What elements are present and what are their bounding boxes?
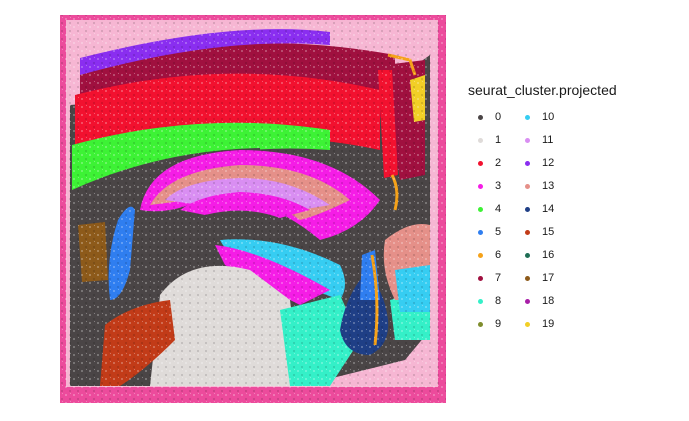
legend-label-9: 9	[495, 318, 502, 330]
legend-label-12: 12	[542, 157, 555, 169]
legend-marker-18	[525, 298, 530, 304]
legend-label-2: 2	[495, 157, 502, 169]
legend-label-8: 8	[495, 295, 502, 307]
legend-marker-10	[525, 114, 530, 120]
legend-label-13: 13	[542, 180, 555, 192]
legend-label-6: 6	[495, 249, 502, 261]
legend-marker-12	[525, 160, 530, 166]
legend-label-14: 14	[542, 203, 555, 215]
legend-item-15: 15	[525, 224, 554, 240]
legend-label-0: 0	[495, 111, 502, 123]
legend-marker-15	[525, 229, 530, 235]
legend-item-6: 6	[478, 247, 501, 263]
legend-label-5: 5	[495, 226, 502, 238]
legend-marker-3	[478, 183, 483, 189]
legend-item-9: 9	[478, 316, 501, 332]
legend-item-7: 7	[478, 270, 501, 286]
legend-label-4: 4	[495, 203, 502, 215]
legend-title: seurat_cluster.projected	[468, 82, 617, 98]
legend-label-18: 18	[542, 295, 555, 307]
legend-item-2: 2	[478, 155, 501, 171]
legend-item-17: 17	[525, 270, 554, 286]
legend-item-16: 16	[525, 247, 554, 263]
legend-marker-6	[478, 252, 483, 258]
legend-label-7: 7	[495, 272, 502, 284]
legend-item-11: 11	[525, 132, 553, 148]
legend-marker-11	[525, 137, 530, 143]
texture-overlay	[60, 15, 446, 403]
legend-marker-13	[525, 183, 530, 189]
legend-item-12: 12	[525, 155, 554, 171]
legend-item-13: 13	[525, 178, 554, 194]
legend-label-3: 3	[495, 180, 502, 192]
legend-label-17: 17	[542, 272, 555, 284]
legend-item-0: 0	[478, 109, 501, 125]
legend-label-11: 11	[542, 134, 554, 146]
legend-label-10: 10	[542, 111, 555, 123]
legend-label-15: 15	[542, 226, 555, 238]
legend-item-19: 19	[525, 316, 554, 332]
legend-item-3: 3	[478, 178, 501, 194]
legend-item-18: 18	[525, 293, 554, 309]
legend-marker-9	[478, 321, 483, 327]
legend-marker-19	[525, 321, 530, 327]
legend-item-5: 5	[478, 224, 501, 240]
legend-marker-14	[525, 206, 530, 212]
legend-marker-8	[478, 298, 483, 304]
legend-marker-4	[478, 206, 483, 212]
legend-marker-0	[478, 114, 483, 120]
legend-label-19: 19	[542, 318, 555, 330]
legend-item-1: 1	[478, 132, 501, 148]
legend-item-4: 4	[478, 201, 501, 217]
legend-label-16: 16	[542, 249, 555, 261]
legend-marker-2	[478, 160, 483, 166]
legend-marker-7	[478, 275, 483, 281]
legend-label-1: 1	[495, 134, 502, 146]
legend: seurat_cluster.projected 0 1 2 3 4 5 6 7 8 9 10 11 1…	[466, 82, 666, 332]
legend-marker-17	[525, 275, 530, 281]
legend-marker-1	[478, 137, 483, 143]
legend-marker-5	[478, 229, 483, 235]
legend-item-14: 14	[525, 201, 554, 217]
legend-item-8: 8	[478, 293, 501, 309]
legend-item-10: 10	[525, 109, 554, 125]
tissue-panel	[60, 15, 446, 403]
legend-marker-16	[525, 252, 530, 258]
